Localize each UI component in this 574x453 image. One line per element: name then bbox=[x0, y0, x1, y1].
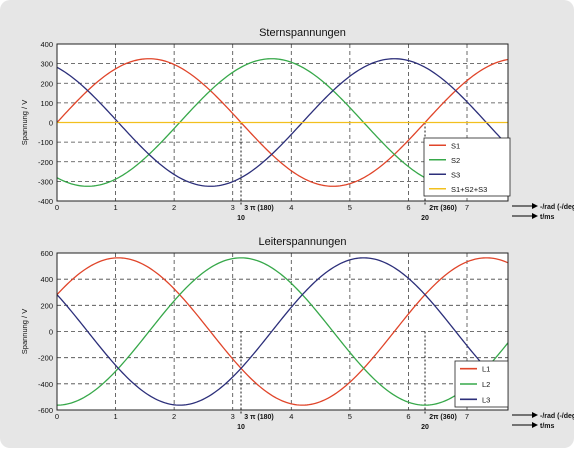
chart-title: Sternspannungen bbox=[259, 27, 346, 39]
legend-label: S2 bbox=[451, 156, 460, 165]
axis-arrow-label: -/rad (-/deg) bbox=[540, 413, 574, 420]
y-tick-label: 0 bbox=[49, 119, 53, 128]
y-tick-label: 300 bbox=[40, 60, 53, 69]
axis-arrow-head bbox=[532, 203, 538, 209]
x-tick-label: 6 bbox=[406, 412, 410, 421]
x-tick-label: 5 bbox=[348, 412, 352, 421]
x-tick-label: 0 bbox=[55, 203, 59, 212]
plot-border bbox=[56, 252, 509, 411]
annotation-ms-label: 20 bbox=[421, 215, 429, 222]
y-tick-label: 600 bbox=[40, 249, 53, 258]
x-tick-label: 1 bbox=[113, 412, 117, 421]
y-tick-label: 400 bbox=[40, 275, 53, 284]
legend-label: L1 bbox=[482, 365, 490, 374]
series-line-L2 bbox=[56, 257, 509, 406]
y-tick-label: 400 bbox=[40, 40, 53, 49]
axis-arrow-label: -/rad (-/deg) bbox=[540, 204, 574, 211]
y-tick-label: -100 bbox=[38, 138, 53, 147]
axis-arrow-label: t/ms bbox=[540, 423, 555, 430]
annotation-rad-label: 3 π (180) bbox=[244, 205, 273, 212]
y-tick-label: -200 bbox=[38, 354, 53, 363]
legend-label: S3 bbox=[451, 170, 460, 179]
y-tick-label: 0 bbox=[49, 328, 53, 337]
legend-label: L2 bbox=[482, 380, 490, 389]
chart-1: Sternspannungen4003002001000-100-200-300… bbox=[20, 27, 574, 222]
legend-label: S1 bbox=[451, 141, 460, 150]
x-tick-label: 4 bbox=[289, 203, 293, 212]
axis-arrow-head bbox=[532, 412, 538, 418]
x-tick-label: 3 bbox=[231, 203, 235, 212]
y-tick-label: 200 bbox=[40, 79, 53, 88]
x-tick-label: 6 bbox=[406, 203, 410, 212]
y-axis-label: Spannung / V bbox=[20, 100, 29, 145]
x-tick-label: 2 bbox=[172, 203, 176, 212]
annotation-rad-label: 2π (360) bbox=[429, 205, 457, 212]
series-line-L3 bbox=[56, 257, 509, 406]
series-line-L1 bbox=[56, 257, 509, 406]
y-tick-label: -200 bbox=[38, 158, 53, 167]
annotation-ms-label: 10 bbox=[237, 215, 245, 222]
series-line-S1 bbox=[56, 58, 509, 187]
x-tick-label: 5 bbox=[348, 203, 352, 212]
y-tick-label: 200 bbox=[40, 301, 53, 310]
plot-border bbox=[56, 43, 509, 202]
y-tick-label: -400 bbox=[38, 380, 53, 389]
annotation-rad-label: 2π (360) bbox=[429, 414, 457, 421]
x-tick-label: 7 bbox=[465, 412, 469, 421]
x-tick-label: 0 bbox=[55, 412, 59, 421]
axis-arrow-head bbox=[532, 422, 538, 428]
annotation-ms-label: 20 bbox=[421, 424, 429, 431]
x-tick-label: 7 bbox=[465, 203, 469, 212]
legend-box bbox=[423, 137, 511, 197]
x-tick-label: 4 bbox=[289, 412, 293, 421]
axis-arrow-label: t/ms bbox=[540, 214, 555, 221]
axis-arrow-head bbox=[532, 213, 538, 219]
x-tick-label: 3 bbox=[231, 412, 235, 421]
y-tick-label: -600 bbox=[38, 406, 53, 415]
y-tick-label: 100 bbox=[40, 99, 53, 108]
annotation-rad-label: 3 π (180) bbox=[244, 414, 273, 421]
legend-label: S1+S2+S3 bbox=[451, 185, 487, 194]
y-axis-label: Spannung / V bbox=[20, 309, 29, 354]
y-tick-label: -400 bbox=[38, 197, 53, 206]
series-line-S3 bbox=[56, 58, 509, 187]
annotation-ms-label: 10 bbox=[237, 424, 245, 431]
chart-title: Leiterspannungen bbox=[258, 236, 346, 248]
x-tick-label: 2 bbox=[172, 412, 176, 421]
y-tick-label: -300 bbox=[38, 177, 53, 186]
x-tick-label: 1 bbox=[113, 203, 117, 212]
legend-label: L3 bbox=[482, 395, 490, 404]
